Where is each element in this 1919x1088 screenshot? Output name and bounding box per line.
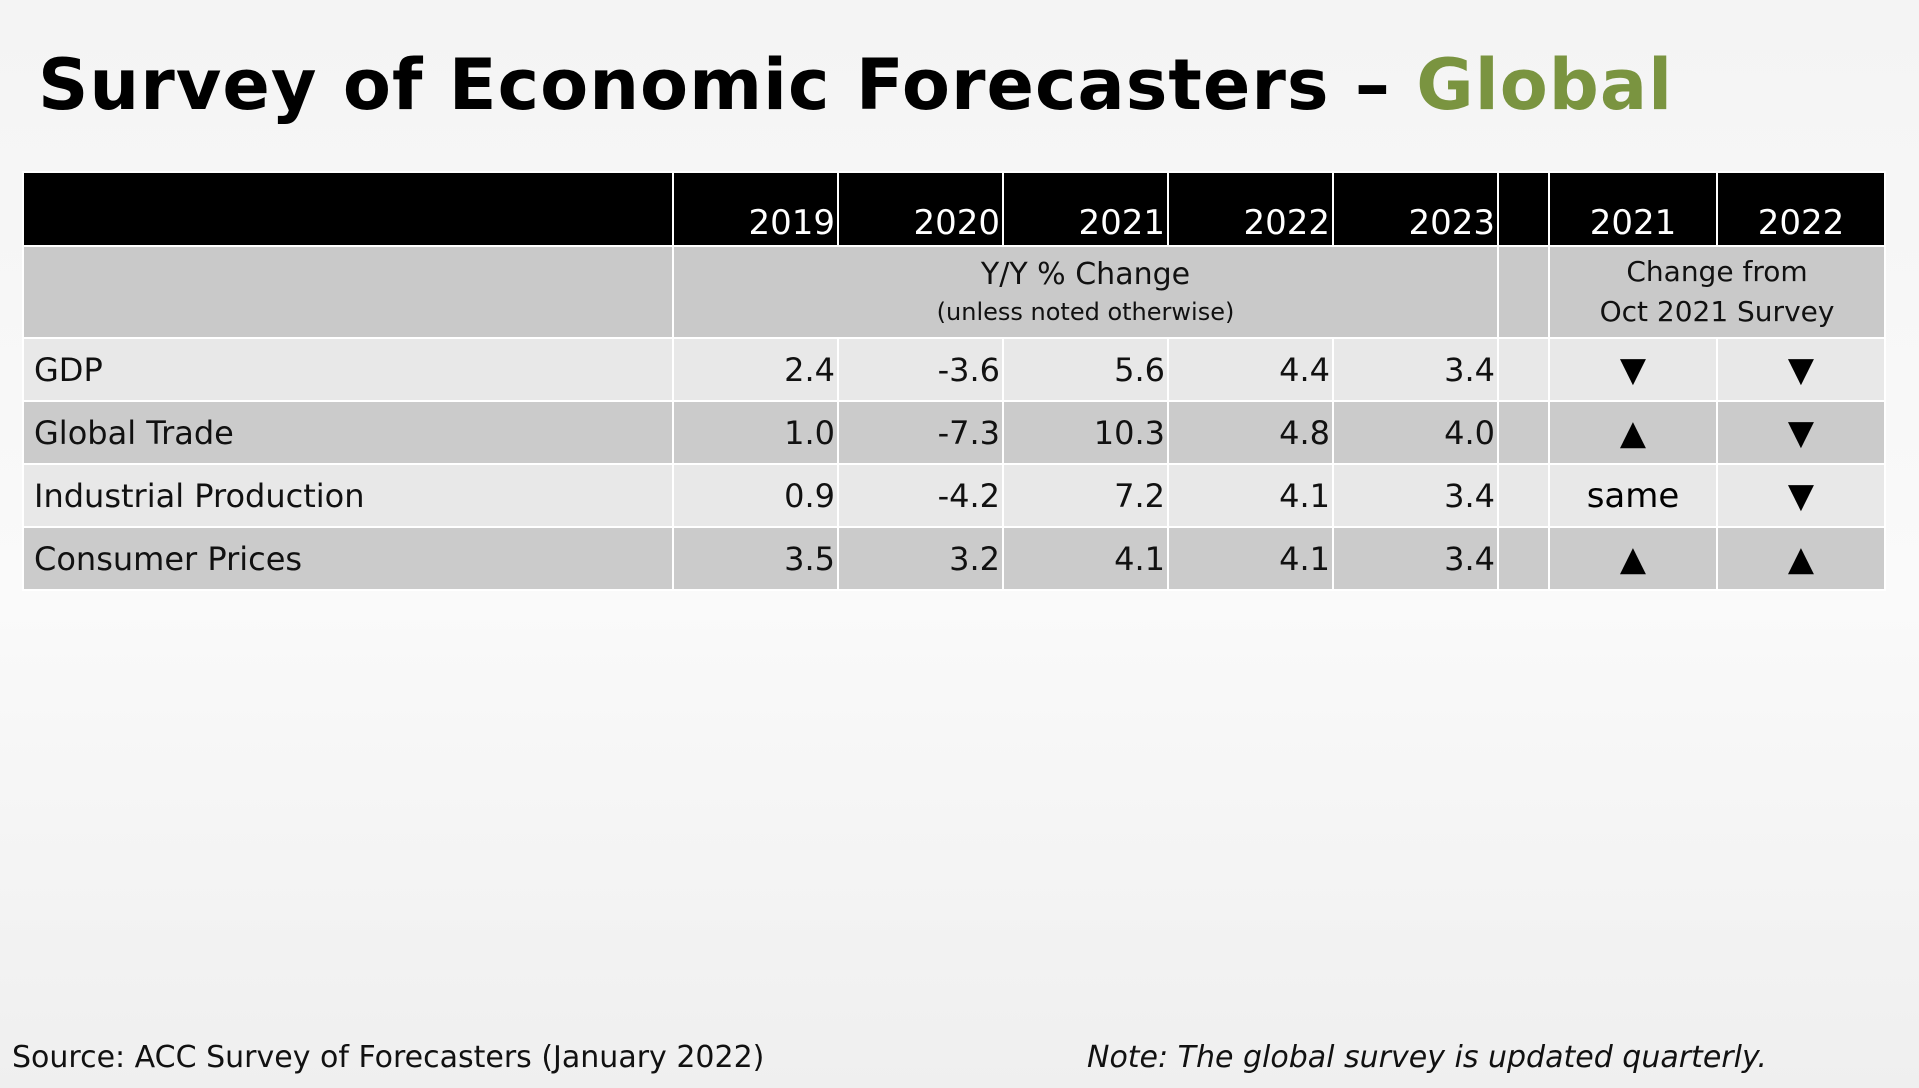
col-header-change-2022: 2022 bbox=[1716, 171, 1886, 247]
cell-change-2022: ▲ bbox=[1716, 526, 1886, 591]
change-group-label: Change from Oct 2021 Survey bbox=[1548, 245, 1886, 339]
table-row: Industrial Production 0.9 -4.2 7.2 4.1 3… bbox=[22, 463, 1886, 528]
cell-2023: 4.0 bbox=[1332, 400, 1499, 465]
table-subheader-row: Y/Y % Change (unless noted otherwise) Ch… bbox=[22, 245, 1886, 339]
title-accent: Global bbox=[1416, 44, 1674, 126]
up-arrow-icon: ▲ bbox=[1787, 538, 1815, 579]
note-footnote: Note: The global survey is updated quart… bbox=[1087, 1040, 1767, 1075]
up-arrow-icon: ▲ bbox=[1619, 538, 1647, 579]
cell-change-2021: same bbox=[1548, 463, 1718, 528]
cell-2022: 4.8 bbox=[1167, 400, 1334, 465]
cell-change-2021: ▲ bbox=[1548, 400, 1718, 465]
cell-2022: 4.4 bbox=[1167, 337, 1334, 402]
row-spacer bbox=[1497, 463, 1550, 528]
cell-2022: 4.1 bbox=[1167, 463, 1334, 528]
yy-group-label: Y/Y % Change (unless noted otherwise) bbox=[672, 245, 1499, 339]
subheader-spacer bbox=[1497, 245, 1550, 339]
cell-2021: 7.2 bbox=[1002, 463, 1169, 528]
header-label-cell bbox=[22, 171, 674, 247]
same-indicator: same bbox=[1586, 475, 1680, 516]
cell-2019: 3.5 bbox=[672, 526, 839, 591]
forecast-table: 2019 2020 2021 2022 2023 2021 2022 Y/Y %… bbox=[22, 171, 1886, 591]
cell-2020: -7.3 bbox=[837, 400, 1004, 465]
table-row: Global Trade 1.0 -7.3 10.3 4.8 4.0 ▲ ▼ bbox=[22, 400, 1886, 465]
col-header-2022: 2022 bbox=[1167, 171, 1334, 247]
col-header-2020: 2020 bbox=[837, 171, 1004, 247]
row-label: Global Trade bbox=[22, 400, 674, 465]
cell-change-2022: ▼ bbox=[1716, 400, 1886, 465]
cell-change-2022: ▼ bbox=[1716, 463, 1886, 528]
title-main: Survey of Economic Forecasters – bbox=[38, 44, 1417, 126]
row-spacer bbox=[1497, 400, 1550, 465]
cell-2023: 3.4 bbox=[1332, 526, 1499, 591]
source-footnote: Source: ACC Survey of Forecasters (Janua… bbox=[12, 1040, 765, 1075]
change-label-line2: Oct 2021 Survey bbox=[1599, 295, 1835, 328]
col-header-2019: 2019 bbox=[672, 171, 839, 247]
table-row: Consumer Prices 3.5 3.2 4.1 4.1 3.4 ▲ ▲ bbox=[22, 526, 1886, 591]
cell-2023: 3.4 bbox=[1332, 337, 1499, 402]
cell-2019: 2.4 bbox=[672, 337, 839, 402]
row-label: GDP bbox=[22, 337, 674, 402]
col-header-change-2021: 2021 bbox=[1548, 171, 1718, 247]
yy-label-line2: (unless noted otherwise) bbox=[936, 298, 1235, 326]
yy-label-line1: Y/Y % Change bbox=[980, 257, 1191, 292]
row-label: Consumer Prices bbox=[22, 526, 674, 591]
cell-2021: 5.6 bbox=[1002, 337, 1169, 402]
down-arrow-icon: ▼ bbox=[1787, 412, 1815, 453]
down-arrow-icon: ▼ bbox=[1787, 349, 1815, 390]
cell-2020: -3.6 bbox=[837, 337, 1004, 402]
cell-change-2021: ▼ bbox=[1548, 337, 1718, 402]
up-arrow-icon: ▲ bbox=[1619, 412, 1647, 453]
cell-change-2021: ▲ bbox=[1548, 526, 1718, 591]
table-header-row: 2019 2020 2021 2022 2023 2021 2022 bbox=[22, 171, 1886, 247]
row-spacer bbox=[1497, 526, 1550, 591]
row-label: Industrial Production bbox=[22, 463, 674, 528]
header-spacer bbox=[1497, 171, 1550, 247]
cell-2019: 0.9 bbox=[672, 463, 839, 528]
cell-2020: 3.2 bbox=[837, 526, 1004, 591]
cell-change-2022: ▼ bbox=[1716, 337, 1886, 402]
down-arrow-icon: ▼ bbox=[1787, 475, 1815, 516]
cell-2023: 3.4 bbox=[1332, 463, 1499, 528]
cell-2022: 4.1 bbox=[1167, 526, 1334, 591]
cell-2020: -4.2 bbox=[837, 463, 1004, 528]
cell-2021: 10.3 bbox=[1002, 400, 1169, 465]
row-spacer bbox=[1497, 337, 1550, 402]
subheader-blank bbox=[22, 245, 674, 339]
change-label-line1: Change from bbox=[1626, 255, 1808, 288]
col-header-2023: 2023 bbox=[1332, 171, 1499, 247]
col-header-2021: 2021 bbox=[1002, 171, 1169, 247]
page-title: Survey of Economic Forecasters – Global bbox=[38, 44, 1673, 126]
down-arrow-icon: ▼ bbox=[1619, 349, 1647, 390]
cell-2019: 1.0 bbox=[672, 400, 839, 465]
cell-2021: 4.1 bbox=[1002, 526, 1169, 591]
table-row: GDP 2.4 -3.6 5.6 4.4 3.4 ▼ ▼ bbox=[22, 337, 1886, 402]
